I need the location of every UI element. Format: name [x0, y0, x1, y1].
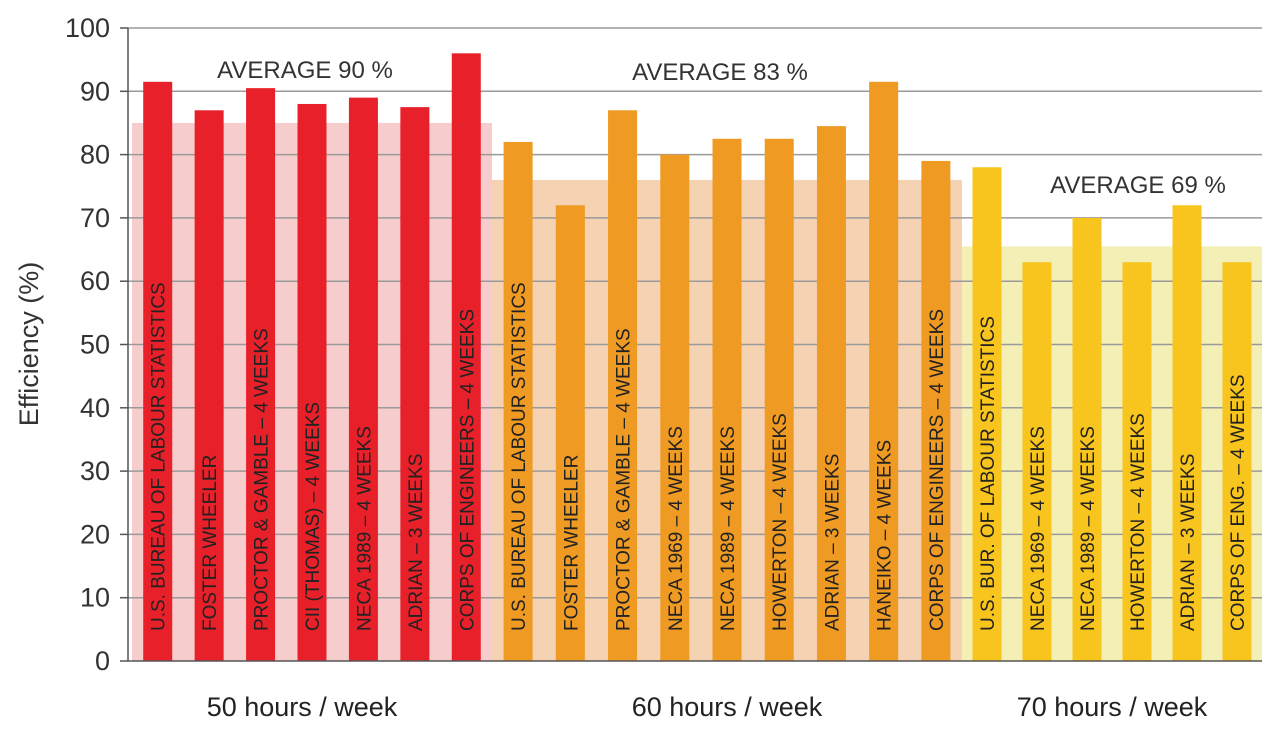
y-tick-label-30: 30 [80, 456, 110, 486]
bar-g1-3 [246, 88, 276, 661]
y-tick-label-80: 80 [80, 140, 110, 170]
bar-label-g2-5: NECA 1989 – 4 WEEKS [718, 426, 739, 631]
bar-g3-1 [972, 167, 1002, 661]
bar-label-g1-2: FOSTER WHEELER [200, 455, 221, 631]
bar-g2-4 [660, 154, 690, 661]
bar-label-g3-5: ADRIAN – 3 WEEKS [1178, 454, 1199, 631]
average-label-3: AVERAGE 69 % [1050, 172, 1226, 199]
bar-label-g1-3: PROCTOR & GAMBLE – 4 WEEKS [252, 328, 273, 631]
bar-label-g3-1: U.S. BUR. OF LABOUR STATISTICS [978, 316, 999, 631]
bar-label-g1-7: CORPS OF ENGINEERS – 4 WEEKS [457, 309, 478, 631]
bar-label-g3-4: HOWERTON – 4 WEEKS [1128, 413, 1149, 631]
bar-label-g3-3: NECA 1989 – 4 WEEKS [1078, 426, 1099, 631]
bar-label-g2-9: CORPS OF ENGINEERS – 4 WEEKS [927, 309, 948, 631]
y-tick-labels: 0 10 20 30 40 50 60 70 80 90 100 [65, 13, 128, 676]
bar-g1-2 [194, 110, 224, 662]
bar-g2-3 [608, 110, 638, 662]
bar-label-g1-5: NECA 1989 – 4 WEEKS [354, 426, 375, 631]
y-axis-label: Efficiency (%) [14, 262, 44, 427]
y-tick-label-10: 10 [80, 583, 110, 613]
y-tick-label-50: 50 [80, 330, 110, 360]
bar-g1-1 [143, 81, 173, 662]
bar-g1-4 [297, 103, 327, 661]
group-labels: 50 hours / week 60 hours / week 70 hours /… [207, 692, 1208, 722]
bar-g3-3 [1072, 217, 1102, 661]
average-label-1: AVERAGE 90 % [217, 57, 393, 84]
bar-g2-9 [921, 160, 951, 661]
bar-label-g1-6: ADRIAN – 3 WEEKS [406, 454, 427, 631]
bar-g2-6 [764, 138, 794, 661]
group-label-1: 50 hours / week [207, 692, 398, 722]
bar-g2-5 [712, 138, 742, 661]
group-label-3: 70 hours / week [1017, 692, 1208, 722]
average-band-3 [962, 246, 1262, 661]
bar-g3-5 [1172, 205, 1202, 662]
bar-label-g2-6: HOWERTON – 4 WEEKS [770, 413, 791, 631]
bar-label-g2-3: PROCTOR & GAMBLE – 4 WEEKS [614, 328, 635, 631]
bar-g1-7 [451, 53, 481, 661]
group-label-2: 60 hours / week [632, 692, 823, 722]
y-tick-label-90: 90 [80, 76, 110, 106]
y-tick-label-0: 0 [95, 646, 110, 676]
bar-label-g2-8: HANEIKO – 4 WEEKS [875, 440, 896, 631]
bar-g2-2 [555, 205, 585, 662]
bar-label-g3-2: NECA 1969 – 4 WEEKS [1028, 426, 1049, 631]
average-labels: AVERAGE 90 % AVERAGE 83 % AVERAGE 69 % [217, 57, 1226, 199]
bar-g2-1 [503, 141, 533, 661]
average-label-2: AVERAGE 83 % [632, 59, 808, 86]
bar-label-g3-6: CORPS OF ENG. – 4 WEEKS [1228, 374, 1249, 631]
bar-label-g2-2: FOSTER WHEELER [561, 455, 582, 631]
y-tick-label-20: 20 [80, 519, 110, 549]
bar-g2-7 [816, 126, 846, 662]
bar-g3-4 [1122, 262, 1152, 661]
bar-label-g1-4: CII (THOMAS) – 4 WEEKS [303, 402, 324, 631]
bar-label-g2-4: NECA 1969 – 4 WEEKS [666, 426, 687, 631]
bar-g3-2 [1022, 262, 1052, 661]
y-tick-label-100: 100 [65, 13, 110, 43]
y-tick-label-60: 60 [80, 266, 110, 296]
bar-g1-5 [348, 97, 378, 661]
bar-g1-6 [400, 107, 430, 661]
bar-series: U.S. BUREAU OF LABOUR STATISTICS FOSTER W… [143, 53, 1252, 662]
bar-label-g1-1: U.S. BUREAU OF LABOUR STATISTICS [149, 282, 170, 631]
bar-g3-6 [1222, 262, 1252, 661]
y-tick-label-40: 40 [80, 393, 110, 423]
bar-label-g2-1: U.S. BUREAU OF LABOUR STATISTICS [509, 282, 530, 631]
bar-g2-8 [869, 81, 899, 662]
bar-label-g2-7: ADRIAN – 3 WEEKS [822, 454, 843, 631]
y-tick-label-70: 70 [80, 203, 110, 233]
